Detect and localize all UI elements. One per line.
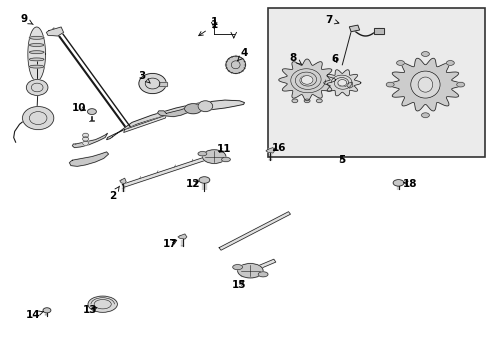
Text: 10: 10 — [72, 103, 86, 113]
Text: 17: 17 — [163, 239, 177, 249]
Polygon shape — [346, 82, 352, 88]
Ellipse shape — [43, 308, 51, 313]
Circle shape — [198, 101, 212, 112]
Polygon shape — [122, 156, 211, 187]
Polygon shape — [28, 82, 46, 91]
Polygon shape — [219, 212, 290, 250]
Polygon shape — [69, 152, 108, 166]
Circle shape — [22, 107, 54, 130]
Ellipse shape — [421, 52, 428, 57]
Ellipse shape — [304, 99, 309, 103]
Text: 14: 14 — [26, 310, 43, 320]
Text: 6: 6 — [331, 54, 338, 64]
Bar — [267, 8, 484, 157]
Polygon shape — [123, 115, 166, 132]
Circle shape — [139, 73, 166, 94]
Polygon shape — [388, 58, 461, 111]
Text: 5: 5 — [338, 155, 345, 165]
Polygon shape — [239, 259, 275, 276]
Polygon shape — [25, 110, 53, 121]
Text: 13: 13 — [83, 305, 98, 315]
Ellipse shape — [258, 272, 267, 277]
Polygon shape — [323, 70, 360, 96]
Circle shape — [301, 76, 312, 84]
Ellipse shape — [417, 77, 432, 92]
Ellipse shape — [88, 296, 117, 312]
Ellipse shape — [237, 264, 263, 278]
Polygon shape — [72, 133, 107, 148]
Ellipse shape — [316, 99, 322, 103]
Bar — [373, 28, 384, 34]
Ellipse shape — [456, 82, 464, 87]
Text: 8: 8 — [289, 53, 302, 65]
Circle shape — [82, 141, 88, 145]
Ellipse shape — [421, 113, 428, 117]
Polygon shape — [106, 100, 244, 140]
Ellipse shape — [199, 177, 209, 183]
Bar — [159, 82, 166, 86]
Ellipse shape — [410, 71, 439, 98]
Polygon shape — [46, 27, 63, 36]
Text: 1: 1 — [198, 20, 217, 36]
Text: 12: 12 — [185, 179, 200, 189]
Polygon shape — [178, 234, 186, 239]
Polygon shape — [28, 27, 45, 81]
Ellipse shape — [221, 157, 230, 162]
Bar — [159, 82, 166, 86]
Text: 15: 15 — [231, 280, 245, 290]
Ellipse shape — [29, 65, 44, 68]
Polygon shape — [157, 106, 193, 117]
Text: 11: 11 — [216, 144, 231, 154]
Ellipse shape — [87, 109, 96, 114]
Text: 1: 1 — [210, 17, 217, 27]
Circle shape — [82, 133, 88, 138]
Ellipse shape — [202, 150, 225, 163]
Ellipse shape — [291, 99, 297, 103]
Circle shape — [26, 80, 48, 95]
Bar — [348, 25, 359, 32]
Text: 9: 9 — [21, 14, 33, 24]
Ellipse shape — [29, 44, 44, 46]
Polygon shape — [278, 59, 335, 101]
Polygon shape — [120, 178, 126, 184]
Ellipse shape — [232, 265, 242, 270]
Bar — [348, 25, 359, 32]
Text: 16: 16 — [271, 143, 285, 153]
Ellipse shape — [386, 82, 393, 87]
Ellipse shape — [225, 56, 245, 73]
Ellipse shape — [396, 60, 404, 65]
Circle shape — [337, 80, 346, 86]
Ellipse shape — [29, 36, 44, 39]
Ellipse shape — [446, 60, 453, 65]
Text: 2: 2 — [109, 186, 119, 201]
Text: 4: 4 — [237, 48, 248, 60]
Text: 7: 7 — [324, 15, 338, 25]
Ellipse shape — [184, 104, 201, 114]
Polygon shape — [265, 148, 274, 153]
Ellipse shape — [29, 58, 44, 61]
Bar — [373, 28, 384, 34]
Ellipse shape — [392, 180, 403, 186]
Text: 18: 18 — [402, 179, 416, 189]
Text: 3: 3 — [138, 71, 150, 83]
Circle shape — [82, 137, 88, 141]
Ellipse shape — [198, 152, 206, 156]
Ellipse shape — [29, 51, 44, 54]
